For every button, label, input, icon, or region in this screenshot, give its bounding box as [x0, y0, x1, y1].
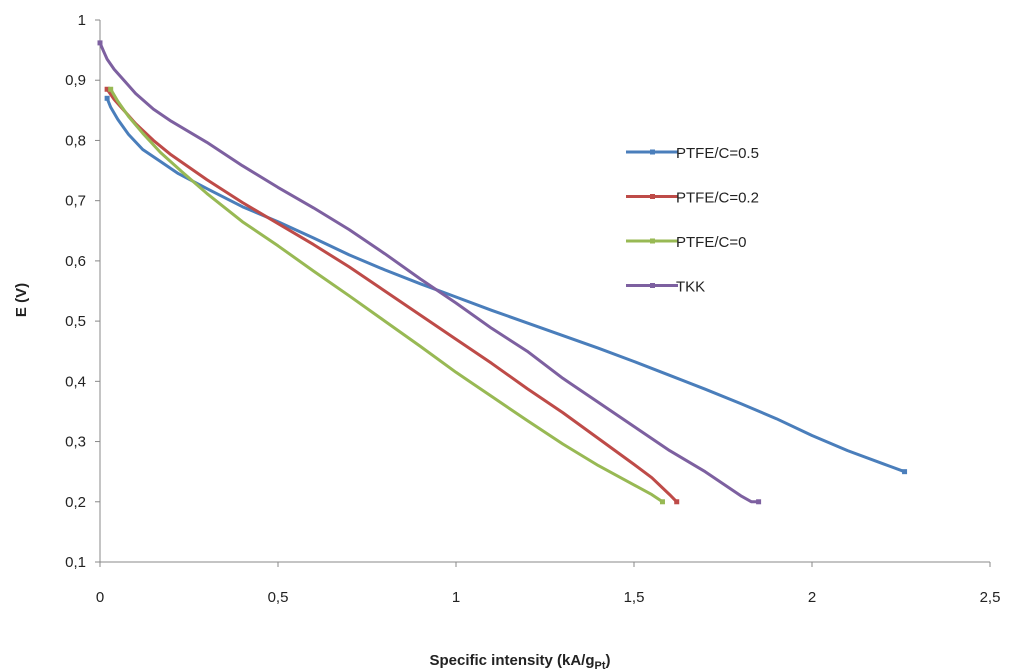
series-line-3	[98, 41, 761, 504]
x-tick-label: 0,5	[268, 589, 289, 606]
series-line-2	[109, 87, 664, 504]
legend-marker	[650, 149, 655, 155]
y-tick-label: 0,4	[65, 373, 86, 390]
legend-label: PTFE/C=0.2	[676, 190, 759, 207]
y-ticks: 0,1 0,2 0,3 0,4 0,5 0,6 0,7 0,8 0,9 1	[65, 12, 100, 571]
y-tick-label: 0,3	[65, 434, 86, 451]
legend-label: TKK	[676, 279, 705, 296]
legend-marker	[650, 283, 655, 288]
series-point	[659, 499, 665, 505]
x-tick-label: 2,5	[980, 589, 1001, 606]
x-axis-title-subscript: Pt	[595, 660, 606, 671]
x-tick-label: 1,5	[624, 589, 645, 606]
legend: PTFE/C=0.5 PTFE/C=0.2 PTFE/C=0 TKK	[626, 145, 759, 296]
series-point	[104, 86, 110, 92]
y-axis-title: E (V)	[13, 283, 30, 317]
series-group	[97, 40, 908, 505]
series-point	[756, 499, 762, 505]
x-tick-label: 2	[808, 589, 816, 606]
y-tick-label: 0,2	[65, 494, 86, 511]
legend-marker	[650, 194, 655, 199]
x-axis-title-main: Specific intensity (kA/g	[429, 652, 594, 669]
y-tick-label: 1	[78, 12, 86, 29]
legend-label: PTFE/C=0	[676, 234, 746, 251]
legend-marker	[650, 238, 655, 244]
y-tick-label: 0,5	[65, 313, 86, 330]
y-tick-label: 0,1	[65, 554, 86, 571]
y-tick-label: 0,7	[65, 193, 86, 210]
x-tick-label: 0	[96, 589, 104, 606]
series-point	[674, 499, 680, 505]
y-tick-label: 0,9	[65, 72, 86, 89]
y-tick-label: 0,6	[65, 253, 86, 270]
x-ticks: 0 0,5 1 1,5 2 2,5	[96, 562, 1001, 606]
series-point	[97, 40, 103, 46]
series-point	[104, 95, 110, 101]
axes	[99, 20, 990, 563]
series-point	[108, 86, 114, 92]
legend-label: PTFE/C=0.5	[676, 145, 759, 162]
series-point	[902, 469, 908, 475]
x-tick-label: 1	[452, 589, 460, 606]
x-axis-title-end: )	[606, 652, 611, 669]
x-axis-title: Specific intensity (kA/gPt)	[429, 652, 610, 671]
y-tick-label: 0,8	[65, 132, 86, 149]
series-line-1	[105, 87, 679, 504]
